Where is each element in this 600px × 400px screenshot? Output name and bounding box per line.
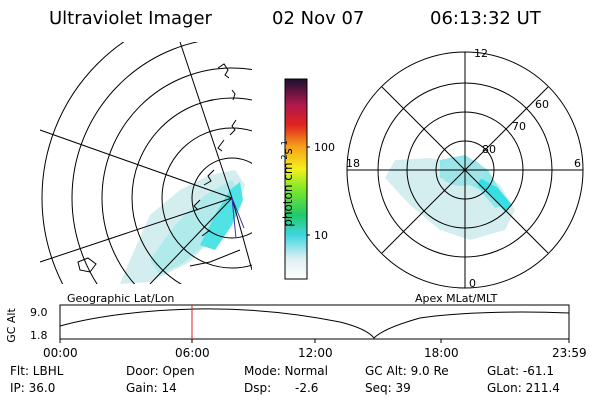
geo-panel-label: Geographic Lat/Lon <box>67 292 175 305</box>
mlat-label-70: 70 <box>512 120 526 133</box>
glon-info: GLon: 211.4 <box>487 381 560 395</box>
altitude-axis-label: GC Alt <box>4 308 18 343</box>
altitude-curve <box>59 308 570 339</box>
mode-info: Mode: Normal <box>244 364 328 378</box>
glat-info: GLat: -61.1 <box>487 364 554 378</box>
mlat-label-80: 80 <box>482 143 496 156</box>
instrument-title: Ultraviolet Imager <box>49 8 212 29</box>
door-info: Door: Open <box>126 364 195 378</box>
mlt-label-6: 6 <box>574 157 581 170</box>
seq-info: Seq: 39 <box>365 381 411 395</box>
dsp-info-value: -2.6 <box>295 381 319 395</box>
time-tick-0600: 06:00 <box>175 346 210 360</box>
time-label: 06:13:32 UT <box>430 8 541 29</box>
colorbar-tick-100: 100 <box>314 141 335 154</box>
apex-aurora-region <box>385 155 515 240</box>
time-tick-2359: 23:59 <box>552 346 587 360</box>
mlt-label-0: 0 <box>469 277 476 290</box>
mlat-label-60: 60 <box>535 98 549 111</box>
gain-info: Gain: 14 <box>126 381 177 395</box>
dsp-info-label: Dsp: <box>244 381 272 395</box>
mlt-label-18: 18 <box>346 157 360 170</box>
time-tick-0000: 00:00 <box>43 346 78 360</box>
filter-info: Flt: LBHL <box>10 364 64 378</box>
ip-info: IP: 36.0 <box>10 381 56 395</box>
gc-alt-info: GC Alt: 9.0 Re <box>365 364 449 378</box>
mlt-label-12: 12 <box>474 47 488 60</box>
apex-panel-label: Apex MLat/MLT <box>415 292 498 305</box>
colorbar-tick-10: 10 <box>314 229 328 242</box>
time-tick-1200: 12:00 <box>298 346 333 360</box>
altitude-tick-9: 9.0 <box>30 306 48 319</box>
altitude-tick-1-8: 1.8 <box>30 329 48 342</box>
date-label: 02 Nov 07 <box>272 8 365 29</box>
colorbar <box>284 78 310 280</box>
time-tick-1800: 18:00 <box>424 346 459 360</box>
